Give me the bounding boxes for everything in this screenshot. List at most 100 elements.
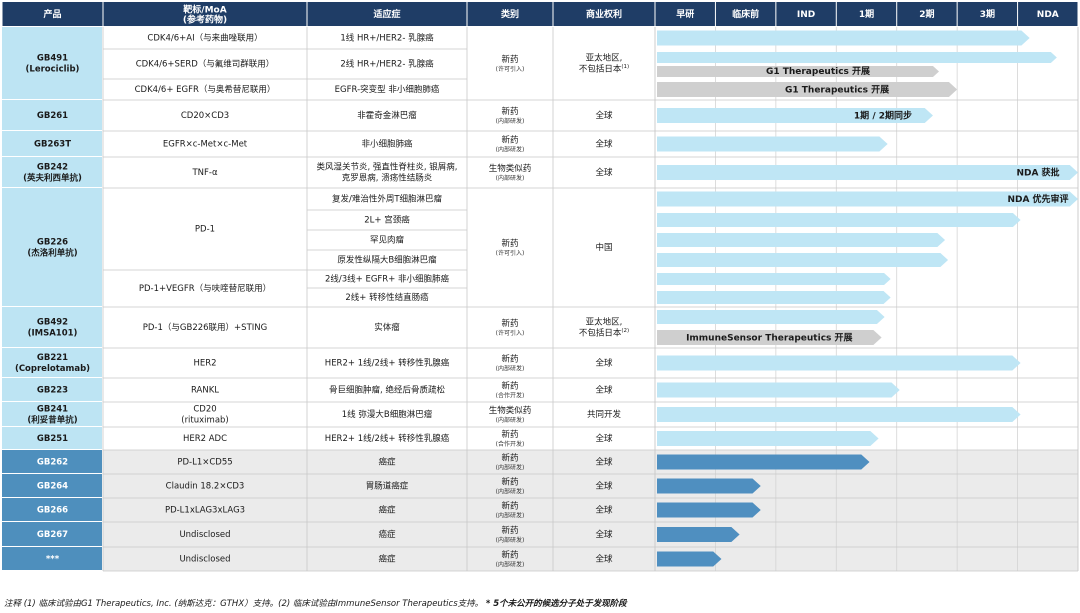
product-cell <box>2 427 102 449</box>
indication-text: HER2+ 1线/2线+ 转移性乳腺癌 <box>325 433 450 444</box>
category-text: 新药 <box>501 550 518 561</box>
progress-bar <box>657 454 870 470</box>
product-name: (英夫利西单抗) <box>23 173 82 184</box>
target-text: PD-1 <box>195 225 215 235</box>
product-name: *** <box>46 555 60 565</box>
rights-text: 全球 <box>595 505 613 516</box>
category-text: 生物类似药 <box>489 405 532 416</box>
category-subtext: (许可引入) <box>496 65 525 73</box>
header-phase-cell <box>715 2 776 26</box>
product-cell <box>2 188 102 306</box>
category-text: 新药 <box>501 501 518 512</box>
header-phase-cell <box>1018 2 1078 26</box>
target-text: CDK4/6+SERD（与氟维司群联用） <box>136 59 275 70</box>
product-cell <box>2 131 102 156</box>
product-cell <box>2 450 102 473</box>
progress-bar-label: 1期 / 2期同步 <box>854 110 912 122</box>
rights-text: 亚太地区, <box>586 317 623 328</box>
product-name: GB262 <box>37 458 68 468</box>
progress-bar <box>657 52 1057 63</box>
indication-text: 实体瘤 <box>374 322 400 333</box>
target-text: TNF-α <box>191 168 218 178</box>
category-subtext: (内部研发) <box>496 416 525 424</box>
footnote-bold-text: * 5个未公开的候选分子处于发现阶段 <box>485 599 627 609</box>
progress-bar-label: G1 Therapeutics 开展 <box>766 66 870 77</box>
target-text: Undisclosed <box>179 530 230 540</box>
category-subtext: (内部研发) <box>496 488 525 496</box>
row-background <box>103 522 1078 547</box>
product-name: (杰洛利单抗) <box>27 248 77 259</box>
category-subtext: (内部研发) <box>496 536 525 544</box>
indication-text: 2线 HR+/HER2- 乳腺癌 <box>340 59 434 70</box>
category-text: 生物类似药 <box>489 163 532 174</box>
category-subtext: (内部研发) <box>496 365 525 373</box>
product-cell <box>2 157 102 187</box>
header-phase-cell <box>655 2 715 26</box>
category-subtext: (内部研发) <box>496 174 525 182</box>
footnote-text: 注释 (1) 临床试验由G1 Therapeutics, Inc. (纳斯达克：… <box>4 599 484 609</box>
indication-text: 2L+ 宫颈癌 <box>364 215 410 226</box>
progress-bar <box>657 291 891 304</box>
product-name: (利妥昔单抗) <box>27 415 77 426</box>
header-rights: 商业权利 <box>586 8 622 20</box>
progress-bar <box>657 82 958 97</box>
indication-text: 克罗恩病, 溃疡性结肠炎 <box>342 173 433 184</box>
rights-text: 全球 <box>595 433 613 444</box>
progress-bar <box>657 30 1030 46</box>
product-name: GB223 <box>37 386 68 396</box>
header-indication: 适应症 <box>373 8 400 20</box>
header-target: 靶标/MoA <box>183 4 226 16</box>
indication-text: 胃肠道癌症 <box>366 481 409 492</box>
indication-text: 骨巨细胞肿瘤, 绝经后骨质疏松 <box>329 385 445 396</box>
indication-text: 癌症 <box>378 505 396 516</box>
product-cell <box>2 307 102 347</box>
indication-text: 癌症 <box>378 529 396 540</box>
indication-text: 2线+ 转移性结直肠癌 <box>345 292 429 303</box>
product-cell <box>2 27 102 99</box>
product-name: GB221 <box>37 353 68 363</box>
header-cell <box>2 2 103 26</box>
target-text: Claudin 18.2×CD3 <box>166 482 245 492</box>
header-category: 类别 <box>501 8 519 20</box>
product-cell <box>2 474 102 497</box>
progress-bar <box>657 527 740 542</box>
progress-bar <box>657 136 888 152</box>
progress-bar <box>657 108 933 123</box>
progress-bar <box>657 253 949 267</box>
header-product: 产品 <box>43 8 61 20</box>
category-text: 新药 <box>501 429 518 440</box>
target-text: PD-L1×CD55 <box>177 458 232 468</box>
header-phase-cell <box>957 2 1018 26</box>
header-phase: 1期 <box>859 8 874 20</box>
progress-bar <box>657 551 722 567</box>
target-text: CD20×CD3 <box>181 111 229 121</box>
product-name: GB266 <box>37 506 68 516</box>
category-text: 新药 <box>501 54 518 65</box>
product-name: GB242 <box>37 163 68 173</box>
category-text: 新药 <box>501 135 518 146</box>
header-cell <box>307 2 467 26</box>
footnote: 注释 (1) 临床试验由G1 Therapeutics, Inc. (纳斯达克：… <box>4 597 1076 609</box>
product-cell <box>2 498 102 521</box>
target-text: HER2 <box>193 359 216 369</box>
row-background <box>103 378 1078 402</box>
indication-text: 非小细胞肺癌 <box>361 139 413 150</box>
header-cell <box>103 2 307 26</box>
target-text: PD-L1xLAG3xLAG3 <box>165 506 245 516</box>
progress-bar <box>657 431 879 446</box>
category-text: 新药 <box>501 453 518 464</box>
indication-text: 2线/3线+ EGFR+ 非小细胞肺癌 <box>325 274 450 285</box>
product-name: (Coprelotamab) <box>15 364 90 374</box>
row-background <box>103 427 1078 450</box>
rights-text: 中国 <box>595 242 612 253</box>
indication-text: 1线 弥漫大B细胞淋巴瘤 <box>342 409 433 420</box>
product-cell <box>2 402 102 426</box>
product-name: GB226 <box>37 238 68 248</box>
target-text: RANKL <box>191 386 219 396</box>
indication-text: 原发性纵隔大B细胞淋巴瘤 <box>337 255 437 266</box>
row-background <box>103 131 1078 157</box>
product-cell <box>2 378 102 401</box>
progress-bar <box>657 310 885 324</box>
header-phase-cell <box>776 2 836 26</box>
rights-text: 亚太地区, <box>586 53 623 64</box>
